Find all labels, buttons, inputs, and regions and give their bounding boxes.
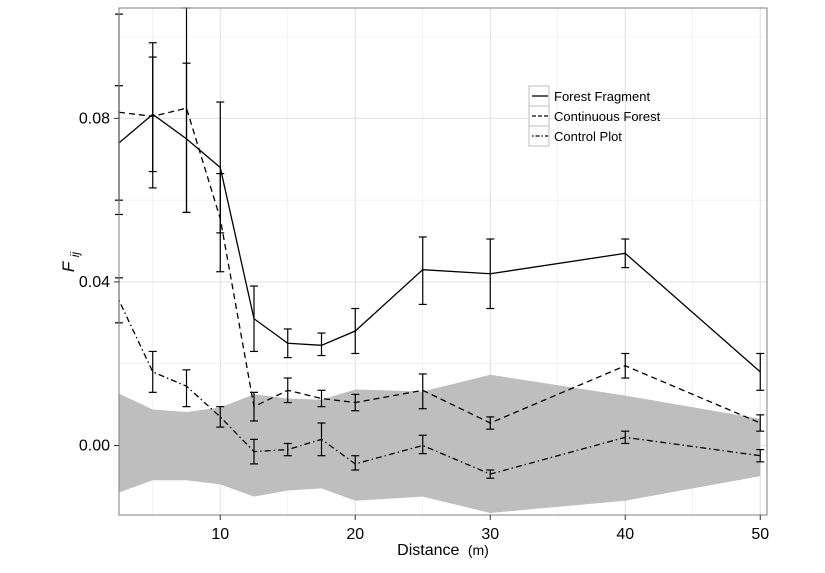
x-tick-label: 10: [211, 526, 229, 543]
y-tick-label: 0.08: [79, 110, 110, 127]
envelope-band: [119, 374, 761, 513]
error-bar: [351, 455, 360, 471]
error-bar: [317, 389, 326, 408]
series-line: [118, 113, 761, 373]
error-bar: [250, 391, 258, 422]
error-bar: [486, 416, 495, 430]
legend: Forest Fragment Continuous Forest Control …: [528, 85, 661, 147]
error-bar: [756, 414, 765, 432]
error-bar: [621, 430, 630, 445]
x-tick-label: 30: [481, 526, 499, 543]
error-bar: [283, 377, 292, 404]
error-bar: [250, 438, 258, 465]
y-tick-label: 0.04: [79, 274, 110, 291]
y-axis-title-main: F: [59, 260, 78, 272]
error-bar: [148, 350, 157, 393]
error-bar: [486, 238, 495, 310]
error-bar: [351, 393, 360, 412]
plot-panel-border: [118, 7, 768, 516]
error-bar: [351, 307, 360, 355]
error-bar: [418, 236, 427, 306]
x-axis: 10 20 30 40 50: [211, 515, 769, 543]
x-axis-title-text: Distance: [397, 542, 459, 559]
error-bar: [283, 442, 292, 457]
error-bar: [250, 285, 258, 353]
x-tick-label: 40: [616, 526, 634, 543]
error-bar: [621, 352, 630, 379]
legend-label: Continuous Forest: [554, 109, 661, 124]
error-bar: [418, 373, 427, 410]
y-axis-title: F ij: [59, 252, 82, 273]
legend-item: Control Plot: [528, 125, 622, 147]
error-bar: [756, 352, 765, 391]
error-bar: [486, 469, 495, 479]
y-tick-label: 0.00: [79, 437, 110, 454]
error-bar: [216, 406, 225, 428]
error-bar: [182, 369, 191, 408]
y-axis-title-sub: ij: [68, 252, 82, 258]
x-tick-label: 50: [751, 526, 769, 543]
series-layer: [115, 7, 765, 479]
error-bar: [317, 422, 326, 457]
error-bar: [317, 332, 326, 357]
y-axis: 0.00 0.04 0.08: [79, 110, 119, 454]
x-axis-title: Distance (m): [397, 542, 489, 559]
error-bar: [148, 42, 157, 189]
error-bar: [756, 448, 765, 463]
error-bar: [621, 238, 630, 269]
legend-item: Continuous Forest: [528, 105, 661, 127]
error-bar: [216, 172, 225, 273]
series-line: [118, 300, 761, 475]
x-tick-label: 20: [346, 526, 364, 543]
legend-label: Forest Fragment: [554, 89, 650, 104]
error-bar: [418, 434, 427, 455]
legend-item: Forest Fragment: [528, 85, 650, 107]
error-bar: [283, 328, 292, 359]
envelope-band-layer: [119, 374, 761, 513]
legend-label: Control Plot: [554, 129, 622, 144]
x-axis-title-unit: (m): [468, 542, 489, 558]
series-line: [118, 107, 761, 424]
